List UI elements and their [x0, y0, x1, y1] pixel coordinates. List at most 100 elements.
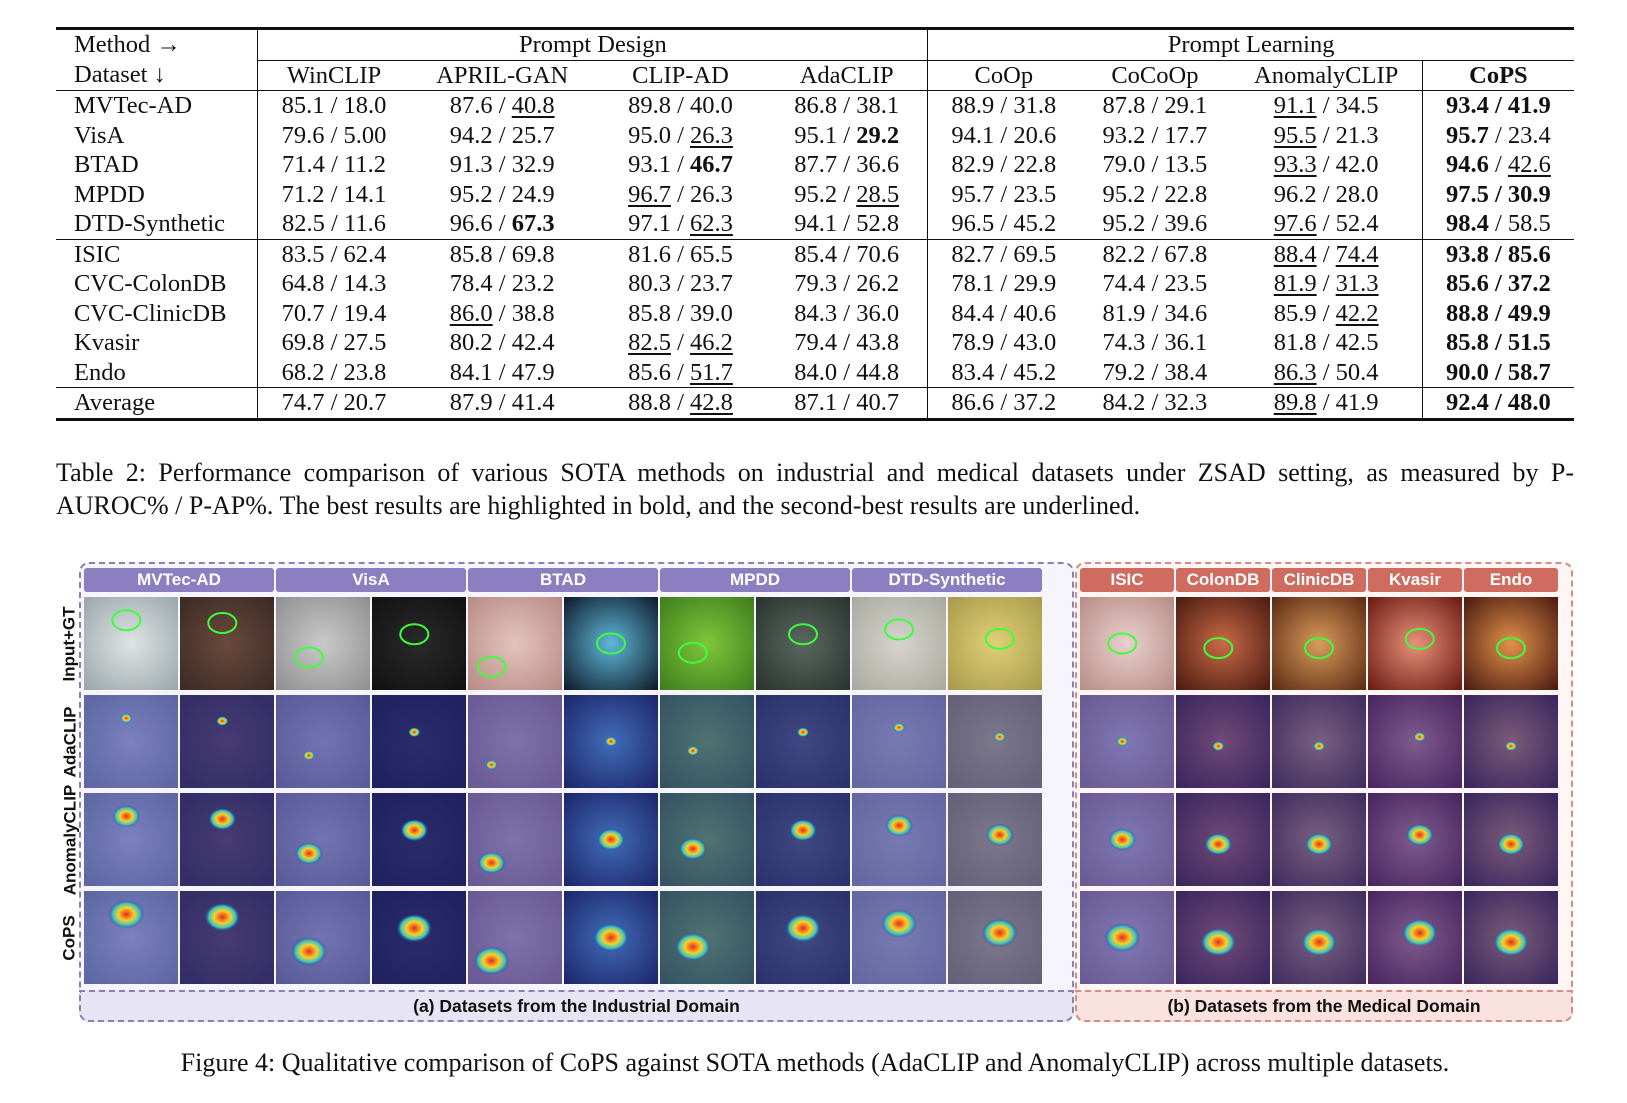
second-best-score: 97.6	[1273, 210, 1317, 237]
table-row: Kvasir 69.8 / 27.5 80.2 / 42.4 82.5 / 46.2 7…	[56, 328, 1574, 358]
score-text: 71.2 / 14.1	[281, 180, 387, 208]
score-cell: 90.0 / 58.7	[1421, 357, 1574, 388]
score-cell: 91.3 / 32.9	[410, 150, 595, 180]
score-text: 97.1 /	[628, 210, 691, 237]
second-best-score: 95.5	[1273, 121, 1317, 149]
sample-image	[372, 597, 466, 690]
dataset-column-header: Kvasir	[1368, 568, 1462, 592]
score-text: 84.0 / 44.8	[794, 358, 900, 386]
best-score: 88.8 / 49.9	[1446, 299, 1551, 327]
sample-image	[852, 597, 946, 690]
score-cell: 88.8 / 49.9	[1421, 298, 1574, 328]
score-cell: 95.2 / 28.5	[766, 180, 928, 210]
score-cell: 83.4 / 45.2	[927, 357, 1080, 388]
score-cell: 70.7 / 19.4	[257, 298, 410, 328]
sample-image	[276, 695, 370, 788]
score-cell: 81.6 / 65.5	[594, 238, 767, 269]
sample-image	[468, 695, 562, 788]
score-text: / 38.8	[492, 299, 555, 327]
dataset-name: CVC-ColonDB	[74, 270, 227, 297]
score-cell: 84.0 / 44.8	[766, 358, 928, 388]
sample-image	[948, 695, 1042, 788]
score-text: 94.1 / 20.6	[951, 121, 1057, 149]
sample-image	[1176, 891, 1270, 984]
second-best-score: 93.3	[1273, 151, 1317, 178]
best-score: 93.8 / 85.6	[1446, 240, 1551, 268]
best-score: 85.8 / 51.5	[1446, 329, 1551, 356]
score-text: 79.3 / 26.2	[794, 270, 900, 297]
score-cell: 87.6 / 40.8	[410, 91, 595, 121]
sample-image	[564, 695, 658, 788]
second-best-score: 42.2	[1335, 299, 1379, 327]
score-cell: 84.1 / 47.9	[410, 358, 595, 388]
score-cell: 92.4 / 48.0	[1421, 387, 1574, 421]
score-cell: 87.9 / 41.4	[409, 387, 595, 421]
score-text: 94.1 / 52.8	[794, 210, 900, 237]
table-row: VisA 79.6 / 5.00 94.2 / 25.7 95.0 / 26.3 95.…	[56, 120, 1574, 150]
score-cell: 85.8 / 39.0	[595, 299, 766, 329]
sample-image	[1272, 695, 1366, 788]
score-cell: 83.5 / 62.4	[257, 238, 410, 269]
second-best-score: 89.8	[1273, 389, 1317, 416]
score-text: 96.5 / 45.2	[951, 210, 1057, 237]
score-text: 87.8 / 29.1	[1102, 92, 1208, 119]
table-caption: Table 2: Performance comparison of vario…	[56, 458, 1574, 520]
sample-image	[180, 793, 274, 886]
score-text: 87.7 / 36.6	[794, 151, 900, 178]
score-cell: 97.5 / 30.9	[1421, 179, 1574, 209]
score-text: 79.6 / 5.00	[281, 121, 387, 149]
score-text: 83.5 / 62.4	[281, 240, 387, 268]
score-cell: 98.4 / 58.5	[1421, 209, 1574, 239]
score-text: 85.1 / 18.0	[281, 92, 387, 119]
score-text: 89.8 / 40.0	[628, 92, 733, 119]
sample-image	[1176, 793, 1270, 886]
dataset-name: MPDD	[74, 180, 145, 208]
best-score: 95.7	[1446, 121, 1489, 149]
score-text: 81.8 / 42.5	[1273, 329, 1379, 356]
score-cell: 64.8 / 14.3	[257, 269, 410, 299]
score-cell: 96.2 / 28.0	[1230, 180, 1422, 210]
score-cell: 71.4 / 11.2	[257, 150, 410, 180]
sample-image	[1368, 597, 1462, 690]
score-cell: 94.6 / 42.6	[1421, 150, 1574, 180]
sample-image	[852, 793, 946, 886]
score-text: 74.3 / 36.1	[1102, 329, 1208, 356]
score-cell: 97.1 / 62.3	[595, 209, 766, 239]
dataset-name: MVTec-AD	[74, 92, 193, 119]
sample-image	[468, 891, 562, 984]
second-best-score: 81.9	[1273, 270, 1317, 297]
score-text: 95.1 /	[794, 121, 857, 149]
score-cell: 85.6 / 51.7	[595, 358, 766, 388]
dataset-column-header: MVTec-AD	[84, 568, 274, 592]
table-row: ISIC 83.5 / 62.4 85.8 / 69.8 81.6 / 65.5 85.…	[56, 238, 1574, 269]
method-col-header: AnomalyCLIP	[1230, 60, 1423, 91]
dataset-column-header: VisA	[276, 568, 466, 592]
sample-image	[180, 695, 274, 788]
dataset-column-header: DTD-Synthetic	[852, 568, 1042, 592]
best-score: 67.3	[511, 210, 555, 237]
second-best-score: 86.0	[449, 299, 493, 327]
sample-image	[948, 793, 1042, 886]
score-cell: 79.0 / 13.5	[1079, 150, 1230, 180]
table-row: MVTec-AD 85.1 / 18.0 87.6 / 40.8 89.8 / 40.…	[56, 90, 1574, 121]
sample-image	[276, 891, 370, 984]
score-text: / 50.4	[1316, 358, 1379, 386]
sample-image	[1272, 891, 1366, 984]
score-cell: 85.6 / 37.2	[1421, 269, 1574, 299]
dataset-column-header: MPDD	[660, 568, 850, 592]
sample-image	[1368, 793, 1462, 886]
score-cell: 95.2 / 22.8	[1079, 180, 1230, 210]
best-score: 94.6	[1446, 151, 1489, 178]
dataset-column-header: BTAD	[468, 568, 658, 592]
score-cell: 68.2 / 23.8	[257, 357, 410, 388]
score-text: /	[1488, 151, 1508, 178]
score-text: 88.8 /	[628, 389, 691, 416]
sample-image	[1464, 891, 1558, 984]
sample-image	[1080, 597, 1174, 690]
score-text: 78.1 / 29.9	[951, 270, 1057, 297]
score-text: / 52.4	[1316, 210, 1379, 237]
score-cell: 82.9 / 22.8	[927, 150, 1080, 180]
row-label-text: Input+GT	[60, 605, 80, 682]
sample-image	[564, 793, 658, 886]
best-score: 98.4	[1446, 210, 1489, 237]
